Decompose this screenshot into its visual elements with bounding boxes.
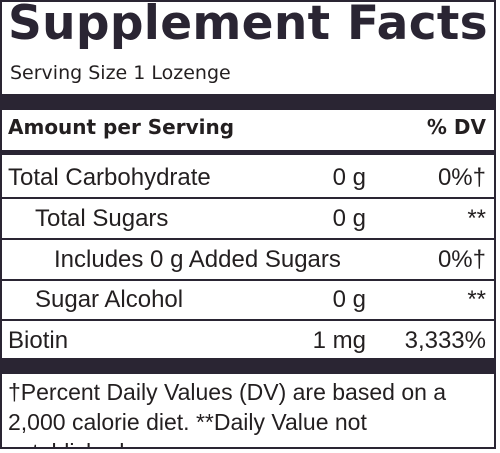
serving-size: Serving Size 1 Lozenge bbox=[10, 62, 231, 84]
row-divider bbox=[2, 319, 494, 321]
percent-dv-header: % DV bbox=[426, 115, 486, 139]
row-divider bbox=[2, 197, 494, 199]
nutrient-row-total-sugars: Total Sugars 0 g ** bbox=[2, 198, 494, 238]
nutrient-amount: 0 g bbox=[332, 286, 366, 313]
nutrient-row-sugar-alcohol: Sugar Alcohol 0 g ** bbox=[2, 279, 494, 319]
nutrient-amount: 0 g bbox=[332, 164, 366, 191]
nutrient-dv: 0%† bbox=[437, 246, 486, 273]
nutrient-name: Biotin bbox=[8, 327, 69, 354]
nutrient-amount: 1 mg bbox=[312, 327, 366, 354]
nutrient-amount: 0 g bbox=[332, 205, 366, 232]
nutrient-name: Total Carbohydrate bbox=[8, 164, 211, 191]
nutrient-row-total-carbohydrate: Total Carbohydrate 0 g 0%† bbox=[2, 157, 494, 197]
nutrient-row-biotin: Biotin 1 mg 3,333% bbox=[2, 320, 494, 360]
nutrient-dv: ** bbox=[467, 205, 486, 232]
footnote: †Percent Daily Values (DV) are based on … bbox=[8, 379, 447, 447]
amount-per-serving-header: Amount per Serving bbox=[8, 115, 235, 139]
row-divider bbox=[2, 238, 494, 240]
nutrient-name: Total Sugars bbox=[35, 205, 169, 232]
nutrient-name: Includes 0 g Added Sugars bbox=[54, 246, 341, 273]
row-divider bbox=[2, 279, 494, 281]
nutrient-name: Sugar Alcohol bbox=[35, 286, 184, 313]
divider-header bbox=[2, 150, 494, 155]
nutrient-row-added-sugars: Includes 0 g Added Sugars 0%† bbox=[2, 239, 494, 279]
nutrient-dv: ** bbox=[467, 286, 486, 313]
divider-thick-top bbox=[2, 94, 494, 110]
nutrient-dv: 3,333% bbox=[404, 327, 486, 354]
divider-thick-bottom bbox=[2, 358, 494, 374]
nutrient-dv: 0%† bbox=[437, 164, 486, 191]
panel-title: Supplement Facts bbox=[8, 0, 488, 51]
